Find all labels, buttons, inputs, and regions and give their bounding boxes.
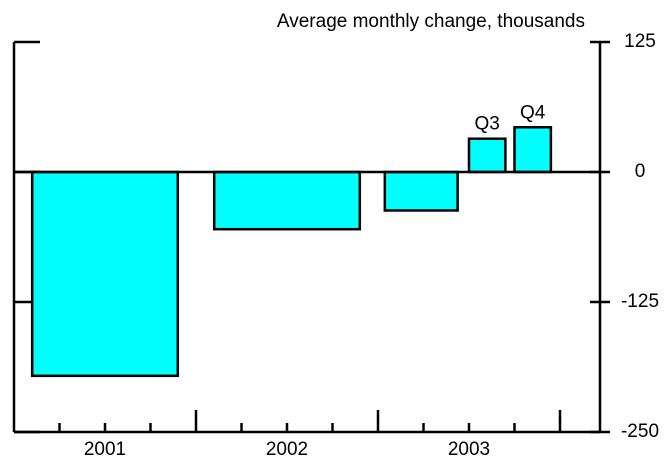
y-tick-label: 125 bbox=[624, 31, 656, 52]
bar bbox=[30, 170, 180, 378]
y-tick-label: -125 bbox=[621, 291, 659, 312]
chart-title: Average monthly change, thousands bbox=[277, 11, 585, 32]
x-group-label: 2002 bbox=[266, 439, 308, 460]
x-group-label: 2001 bbox=[84, 439, 126, 460]
y-tick-label: -250 bbox=[621, 421, 659, 442]
bar bbox=[383, 170, 459, 212]
bar-label: Q3 bbox=[475, 114, 500, 135]
bar bbox=[212, 170, 362, 231]
bar bbox=[513, 126, 553, 174]
bar bbox=[467, 137, 507, 174]
x-group-label: 2003 bbox=[448, 439, 490, 460]
bar-label: Q4 bbox=[520, 102, 546, 123]
y-tick-label: 0 bbox=[635, 161, 646, 182]
